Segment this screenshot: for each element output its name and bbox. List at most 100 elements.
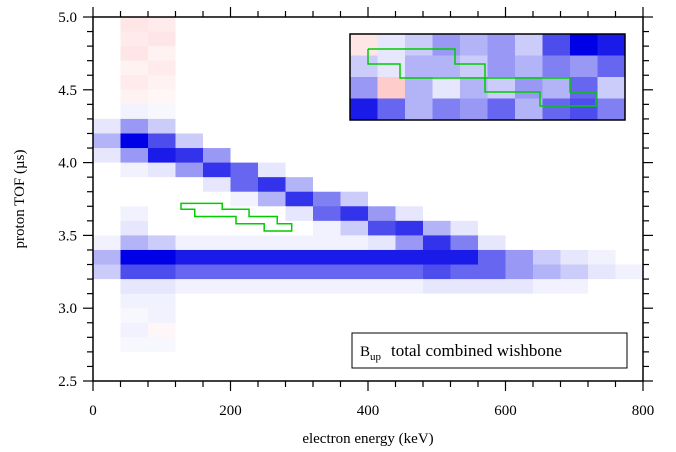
inset-frame xyxy=(349,33,626,121)
inset-cell xyxy=(460,55,488,78)
cell xyxy=(505,118,534,134)
cell xyxy=(203,264,231,280)
cell xyxy=(230,17,259,33)
cell xyxy=(175,17,204,33)
cell xyxy=(148,279,176,295)
inset-cell xyxy=(542,98,571,121)
cell xyxy=(175,31,204,47)
cell xyxy=(560,191,589,207)
y-tick-label: 4.0 xyxy=(58,156,77,172)
cell xyxy=(203,104,231,120)
cell xyxy=(285,17,314,33)
cell xyxy=(285,133,314,149)
cell xyxy=(120,293,149,309)
cell xyxy=(175,235,204,251)
cell xyxy=(615,177,644,193)
cell xyxy=(615,206,644,222)
cell xyxy=(285,293,314,309)
cell xyxy=(368,133,396,149)
cell xyxy=(93,220,121,236)
cell xyxy=(423,162,451,178)
cell xyxy=(560,366,589,382)
cell xyxy=(560,264,589,280)
cell xyxy=(478,177,506,193)
cell xyxy=(148,60,176,76)
cell xyxy=(148,191,176,207)
cell xyxy=(478,279,506,295)
cell xyxy=(230,89,259,105)
cell xyxy=(395,279,424,295)
cell xyxy=(423,293,451,309)
cell xyxy=(368,162,396,178)
cell xyxy=(368,118,396,134)
cell xyxy=(230,75,259,91)
cell xyxy=(285,177,314,193)
cell xyxy=(588,118,616,134)
cell xyxy=(368,220,396,236)
inset-cell xyxy=(597,77,626,99)
cell xyxy=(285,89,314,105)
cell xyxy=(148,293,176,309)
cell xyxy=(285,148,314,164)
cell xyxy=(258,351,286,367)
cell xyxy=(560,177,589,193)
cell xyxy=(203,337,231,353)
cell xyxy=(148,264,176,280)
cell xyxy=(560,17,589,33)
cell xyxy=(340,249,369,266)
cell xyxy=(203,75,231,91)
cell xyxy=(588,279,616,295)
cell xyxy=(93,322,121,338)
cell xyxy=(340,162,369,178)
cell xyxy=(120,162,149,178)
cell xyxy=(340,133,369,149)
cell xyxy=(230,162,259,178)
cell xyxy=(148,162,176,178)
cell xyxy=(340,308,369,324)
cell xyxy=(120,46,149,62)
cell xyxy=(93,366,121,382)
cell xyxy=(478,366,506,382)
cell xyxy=(148,148,176,164)
inset-cell xyxy=(515,98,543,121)
cell xyxy=(588,148,616,164)
inset-outline xyxy=(367,48,597,107)
cell xyxy=(148,17,176,33)
cell xyxy=(203,31,231,47)
cell xyxy=(285,75,314,91)
cell xyxy=(175,133,204,149)
cell xyxy=(285,322,314,338)
cell xyxy=(120,337,149,353)
cell xyxy=(313,75,341,91)
cell xyxy=(230,60,259,76)
cell xyxy=(423,148,451,164)
cell xyxy=(203,118,231,134)
cell xyxy=(258,220,286,236)
cell xyxy=(313,118,341,134)
cell xyxy=(175,351,204,367)
cell xyxy=(368,279,396,295)
cell xyxy=(93,118,121,134)
cell xyxy=(148,46,176,62)
cell xyxy=(313,337,341,353)
cell xyxy=(533,133,561,149)
cell xyxy=(230,148,259,164)
cell xyxy=(395,133,424,149)
cell xyxy=(120,308,149,324)
cell xyxy=(560,293,589,309)
x-axis-label: electron energy (keV) xyxy=(302,431,433,447)
inset-cell xyxy=(570,98,598,121)
cell xyxy=(175,162,204,178)
cell xyxy=(450,293,479,309)
cell xyxy=(478,148,506,164)
cell xyxy=(560,133,589,149)
inset-cell xyxy=(515,55,543,78)
cell xyxy=(423,279,451,295)
cell xyxy=(120,191,149,207)
cell xyxy=(505,293,534,309)
cell xyxy=(368,206,396,222)
cell xyxy=(368,264,396,280)
cell xyxy=(120,17,149,33)
cell xyxy=(148,89,176,105)
cell xyxy=(285,104,314,120)
